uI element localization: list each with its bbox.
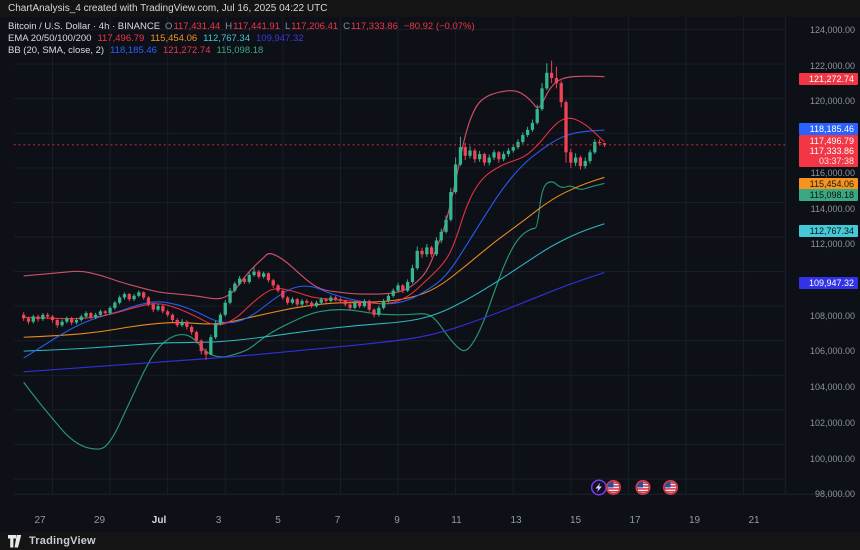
time-scale-label: 19	[688, 515, 701, 526]
close-letter: C	[343, 21, 351, 32]
us-flag-event-icon[interactable]	[635, 479, 651, 495]
export-title-text: ChartAnalysis_4 created with TradingView…	[8, 3, 328, 14]
time-scale-label: Jul	[151, 515, 167, 526]
export-title-bar: ChartAnalysis_4 created with TradingView…	[0, 0, 860, 17]
change-value: −80.92 (−0.07%)	[403, 21, 475, 32]
indicator-line-ema200	[23, 271, 605, 373]
bb-upper-value: 121,272.74	[162, 45, 211, 56]
ema-indicator-title[interactable]: EMA 20/50/100/200	[8, 33, 92, 44]
price-scale-label: 112,000.00	[810, 239, 855, 250]
indicator-line-ema20	[23, 117, 605, 326]
indicator-line-bb-lower	[23, 181, 605, 450]
low-letter: L	[285, 21, 291, 32]
price-scale-label: 114,000.00	[810, 203, 855, 214]
legend-bb-row: BB (20, SMA, close, 2) 118,185.46 121,272.…	[8, 45, 475, 56]
bb-upper-label: 121,272.74	[799, 73, 858, 85]
us-flag-event-icon[interactable]	[605, 479, 621, 495]
time-axis[interactable]: 27 29 Jul 3 5 7 9 11 13 15 17 19 21	[0, 510, 860, 532]
grid	[13, 17, 847, 495]
last-price-label: 117,333.86 03:37:38	[799, 145, 858, 167]
price-scale-label: 106,000.00	[809, 346, 855, 357]
time-scale-label: 27	[34, 515, 46, 526]
ema50-label: 115,454.06	[799, 178, 858, 190]
price-scale-label: 120,000.00	[809, 96, 855, 107]
tradingview-logo-icon[interactable]	[8, 534, 23, 548]
legend-ema-row: EMA 20/50/100/200 117,496.79 115,454.06 112…	[8, 33, 475, 44]
time-scale-label: 15	[569, 515, 582, 526]
us-flag-event-icon[interactable]	[663, 479, 679, 495]
indicator-line-ema50	[23, 176, 605, 338]
time-scale-label: 5	[275, 515, 281, 526]
ema100-value: 112,767.34	[203, 33, 250, 44]
price-scale-label: 104,000.00	[809, 382, 855, 393]
indicator-line-ema100	[23, 223, 605, 352]
price-axis[interactable]: 124,000.00 122,000.00 120,000.00 116,000.00…	[797, 17, 860, 510]
bolt-event-icon[interactable]	[590, 479, 607, 496]
time-scale-label: 3	[215, 515, 222, 526]
ema20-value: 117,496.79	[97, 33, 145, 44]
open-letter: O	[165, 21, 173, 32]
high-letter: H	[225, 21, 233, 32]
indicator-line-bb-upper	[23, 75, 605, 300]
bb-lower-label: 115,098.18	[799, 189, 858, 201]
low-value: 117,206.41	[291, 21, 339, 32]
ema50-value: 115,454.06	[150, 33, 198, 44]
time-scale-label: 17	[629, 515, 641, 526]
price-scale-label: 116,000.00	[810, 167, 855, 178]
time-scale-label: 11	[451, 515, 462, 526]
time-scale-label: 9	[394, 515, 400, 526]
tradingview-brand-text[interactable]: TradingView	[29, 535, 96, 547]
time-scale-label: 21	[748, 515, 760, 526]
ema20-label: 117,496.79	[799, 135, 858, 147]
high-value: 117,441.91	[233, 21, 280, 32]
time-scale-label: 29	[93, 515, 106, 526]
candlestick-series	[22, 60, 607, 360]
symbol-title[interactable]: Bitcoin / U.S. Dollar · 4h · BINANCE	[8, 21, 161, 32]
footer-bar: TradingView	[0, 532, 860, 550]
bb-lower-value: 115,098.18	[216, 45, 264, 56]
open-value: 117,431.44	[173, 21, 221, 32]
price-scale-label: 108,000.00	[809, 310, 855, 321]
price-scale-label: 98,000.00	[814, 489, 855, 500]
price-scale-label: 102,000.00	[809, 417, 855, 428]
price-scale-label: 100,000.00	[809, 453, 855, 464]
price-scale-label: 124,000.00	[809, 25, 855, 35]
ema200-value: 109,947.32	[256, 33, 304, 44]
legend: Bitcoin / U.S. Dollar · 4h · BINANCE O117…	[8, 21, 475, 57]
time-scale-label: 13	[510, 515, 522, 526]
price-chart[interactable]	[0, 17, 860, 532]
countdown-timer: 03:37:38	[818, 156, 854, 166]
time-scale-label: 7	[334, 515, 341, 526]
bb-indicator-title[interactable]: BB (20, SMA, close, 2)	[8, 45, 105, 56]
bb-basis-label: 118,185.46	[799, 123, 858, 135]
close-value: 117,333.86	[351, 21, 398, 32]
price-scale-label: 122,000.00	[809, 60, 855, 71]
ema100-label: 112,767.34	[799, 225, 858, 237]
indicator-line-bb-basis	[23, 129, 605, 359]
bb-basis-value: 118,185.46	[110, 45, 157, 56]
ema200-label: 109,947.32	[799, 277, 858, 289]
legend-symbol-row: Bitcoin / U.S. Dollar · 4h · BINANCE O117…	[8, 21, 475, 32]
